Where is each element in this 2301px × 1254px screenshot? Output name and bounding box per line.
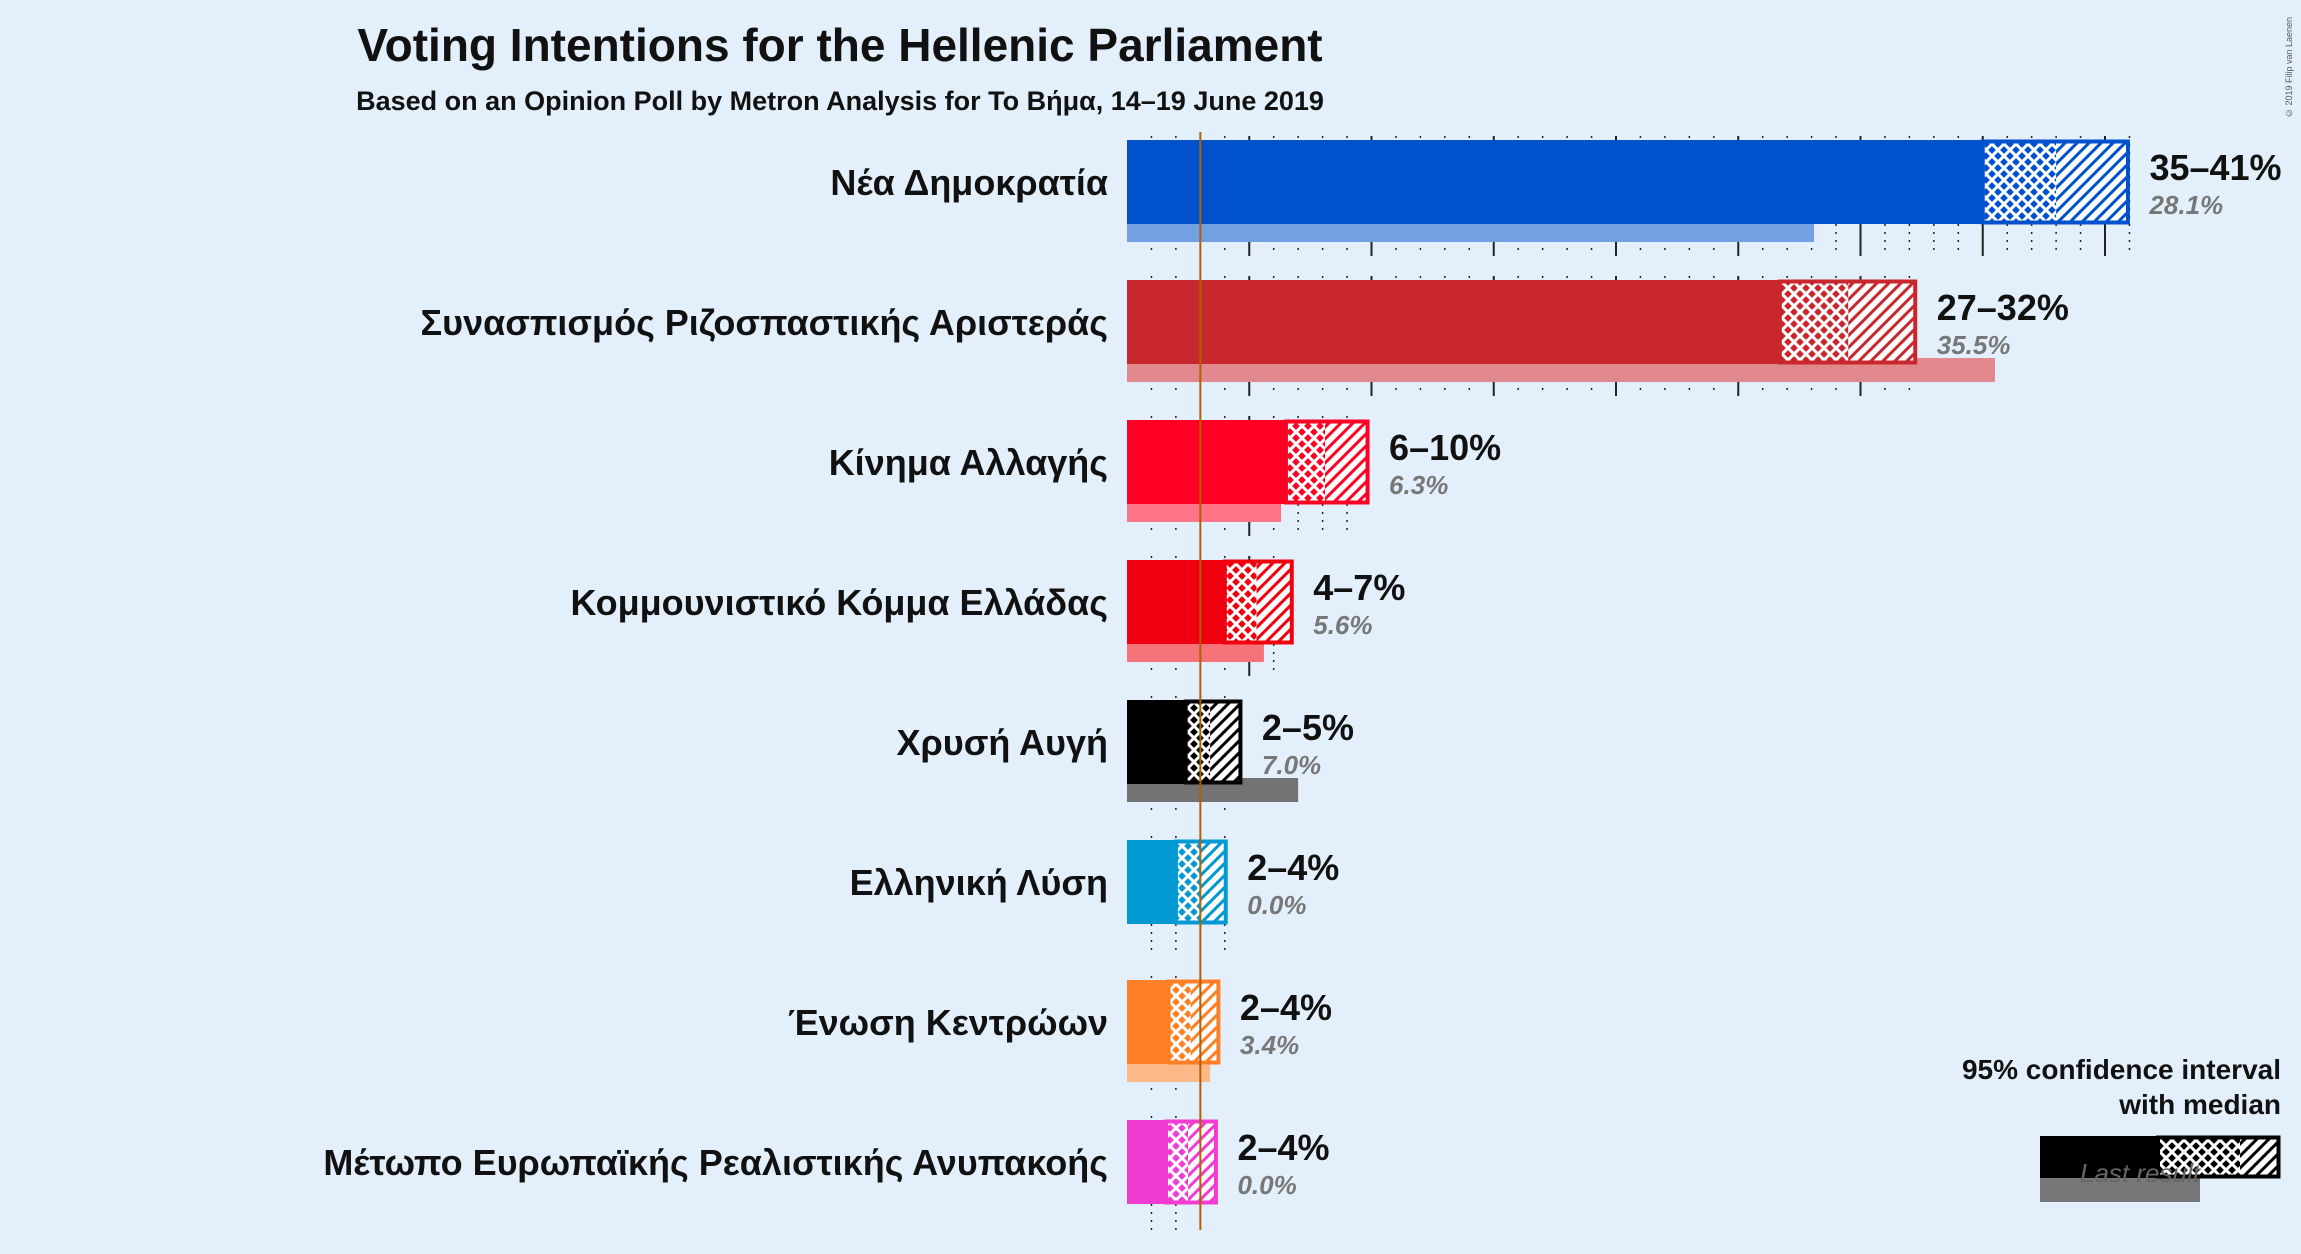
ci-lower-half bbox=[1175, 840, 1201, 924]
party-name: Κομμουνιστικό Κόμμα Ελλάδας bbox=[570, 582, 1108, 623]
ci-outline bbox=[1183, 699, 1243, 785]
ci-outline bbox=[1164, 1119, 1218, 1205]
solid-bar bbox=[1127, 420, 1286, 504]
ci-outline bbox=[1222, 559, 1294, 645]
solid-bar bbox=[1127, 1120, 1167, 1204]
legend-outline bbox=[2156, 1135, 2281, 1179]
ci-upper-half bbox=[1190, 980, 1220, 1064]
party-row: Νέα Δημοκρατία 35–41%28.1% bbox=[830, 139, 2282, 242]
party-row: Χρυσή Αυγή 2–5%7.0% bbox=[897, 699, 1354, 802]
legend-graphic bbox=[2040, 1135, 2281, 1202]
legend-cross bbox=[2158, 1136, 2240, 1178]
party-row: Συνασπισμός Ριζοσπαστικής Αριστεράς 27–32… bbox=[421, 279, 2069, 382]
ci-lower-half bbox=[1224, 560, 1257, 644]
solid-bar bbox=[1127, 700, 1186, 784]
legend-solid bbox=[2040, 1136, 2158, 1178]
solid-bar bbox=[1127, 840, 1176, 924]
last-result-label: 5.6% bbox=[1313, 610, 1372, 640]
ci-lower-half bbox=[1185, 700, 1211, 784]
ci-upper-half bbox=[1256, 560, 1294, 644]
party-name: Χρυσή Αυγή bbox=[897, 722, 1108, 763]
ci-upper-half bbox=[1188, 1120, 1218, 1204]
party-row: Μέτωπο Ευρωπαϊκής Ρεαλιστικής Ανυπακοής 2… bbox=[323, 1119, 1330, 1205]
last-result-label: 7.0% bbox=[1262, 750, 1321, 780]
ci-lower-half bbox=[1779, 280, 1849, 364]
party-row: Ελληνική Λύση 2–4%0.0% bbox=[850, 839, 1339, 925]
party-name: Συνασπισμός Ριζοσπαστικής Αριστεράς bbox=[421, 302, 1108, 343]
legend-hatch bbox=[2240, 1136, 2280, 1178]
range-label: 2–4% bbox=[1247, 847, 1339, 888]
ci-upper-half bbox=[1325, 420, 1370, 504]
ci-upper-half bbox=[1848, 280, 1917, 364]
solid-bar bbox=[1127, 140, 1983, 224]
range-label: 2–4% bbox=[1237, 1127, 1329, 1168]
last-result-label: 0.0% bbox=[1237, 1170, 1296, 1200]
chart-title: Voting Intentions for the Hellenic Parli… bbox=[357, 19, 1323, 71]
ci-upper-half bbox=[2056, 140, 2130, 224]
range-label: 2–5% bbox=[1262, 707, 1354, 748]
legend-line-2: with median bbox=[2119, 1089, 2281, 1120]
ci-lower-half bbox=[1166, 1120, 1189, 1204]
party-row: Κίνημα Αλλαγής 6–10%6.3% bbox=[829, 419, 1501, 522]
ci-outline bbox=[1980, 139, 2130, 225]
ci-lower-half bbox=[1168, 980, 1191, 1064]
last-result-label: 3.4% bbox=[1240, 1030, 1299, 1060]
last-result-label: 28.1% bbox=[2148, 190, 2223, 220]
ci-upper-half bbox=[1200, 840, 1228, 924]
party-row: Ένωση Κεντρώων 2–4%3.4% bbox=[788, 979, 1332, 1082]
range-label: 6–10% bbox=[1389, 427, 1501, 468]
last-result-label: 6.3% bbox=[1389, 470, 1448, 500]
ci-lower-half bbox=[1285, 420, 1326, 504]
ci-lower-half bbox=[1982, 140, 2057, 224]
ci-outline bbox=[1777, 279, 1918, 365]
solid-bar bbox=[1127, 560, 1225, 644]
party-name: Ελληνική Λύση bbox=[850, 862, 1108, 903]
last-result-label: 35.5% bbox=[1937, 330, 2011, 360]
last-result-label: 0.0% bbox=[1247, 890, 1306, 920]
range-label: 35–41% bbox=[2149, 147, 2281, 188]
party-name: Μέτωπο Ευρωπαϊκής Ρεαλιστικής Ανυπακοής bbox=[323, 1142, 1108, 1183]
chart-subtitle: Based on an Opinion Poll by Metron Analy… bbox=[356, 86, 1324, 116]
solid-bar bbox=[1127, 280, 1780, 364]
solid-bar bbox=[1127, 980, 1169, 1064]
ci-upper-half bbox=[1210, 700, 1242, 784]
party-name: Νέα Δημοκρατία bbox=[830, 162, 1108, 203]
ci-outline bbox=[1283, 419, 1370, 505]
range-label: 2–4% bbox=[1240, 987, 1332, 1028]
range-label: 27–32% bbox=[1937, 287, 2069, 328]
bars: Νέα Δημοκρατία 35–41%28.1% Συνασπισμός Ριζ… bbox=[323, 132, 2282, 1230]
range-label: 4–7% bbox=[1313, 567, 1405, 608]
party-name: Κίνημα Αλλαγής bbox=[829, 442, 1108, 483]
party-name: Ένωση Κεντρώων bbox=[788, 1002, 1108, 1043]
party-row: Κομμουνιστικό Κόμμα Ελλάδας 4–7%5.6% bbox=[570, 559, 1405, 662]
legend-line-1: 95% confidence interval bbox=[1961, 1054, 2281, 1085]
ci-outline bbox=[1166, 979, 1221, 1065]
legend-title: 95% confidence interval with median bbox=[1962, 1052, 2281, 1122]
legend-last-result: Last result bbox=[2080, 1158, 2200, 1188]
